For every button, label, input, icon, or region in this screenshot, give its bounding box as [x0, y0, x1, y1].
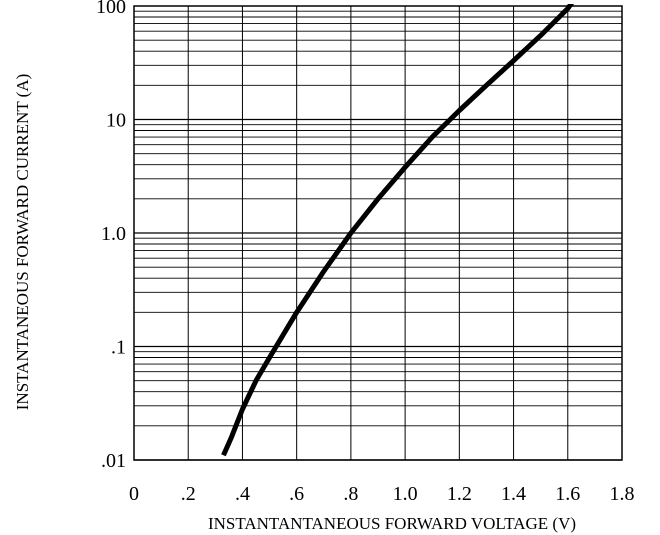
y-tick-label: 100 — [96, 0, 126, 18]
x-axis-title: INSTANTANTANEOUS FORWARD VOLTAGE (V) — [208, 514, 576, 533]
grid — [133, 6, 623, 461]
x-tick-label: .2 — [181, 483, 196, 505]
y-tick-label: .01 — [101, 450, 126, 472]
y-tick-label: 10 — [106, 110, 126, 132]
x-tick-label: .8 — [343, 483, 358, 505]
x-tick-label: 1.8 — [610, 483, 635, 505]
x-tick-label: 1.6 — [555, 483, 580, 505]
x-tick-label: .4 — [235, 483, 250, 505]
y-axis-title: INSTANTANEOUS FORWARD CURRENT (A) — [13, 74, 32, 411]
series-layer — [221, 4, 575, 457]
y-tick-label: .1 — [111, 337, 126, 359]
x-tick-label: .6 — [289, 483, 304, 505]
y-tick-labels: .01 .1 1.0 10 100 — [96, 0, 126, 472]
x-tick-label: 0 — [129, 483, 139, 505]
x-tick-label: 1.0 — [393, 483, 418, 505]
x-tick-labels: 0 .2 .4 .6 .8 1.0 1.2 1.4 1.6 1.8 — [129, 483, 635, 505]
y-tick-label: 1.0 — [101, 223, 126, 245]
plot-border — [133, 5, 623, 461]
forward-current-curve — [221, 4, 575, 457]
x-tick-label: 1.4 — [501, 483, 526, 505]
x-tick-label: 1.2 — [447, 483, 472, 505]
plot-frame — [133, 5, 623, 461]
